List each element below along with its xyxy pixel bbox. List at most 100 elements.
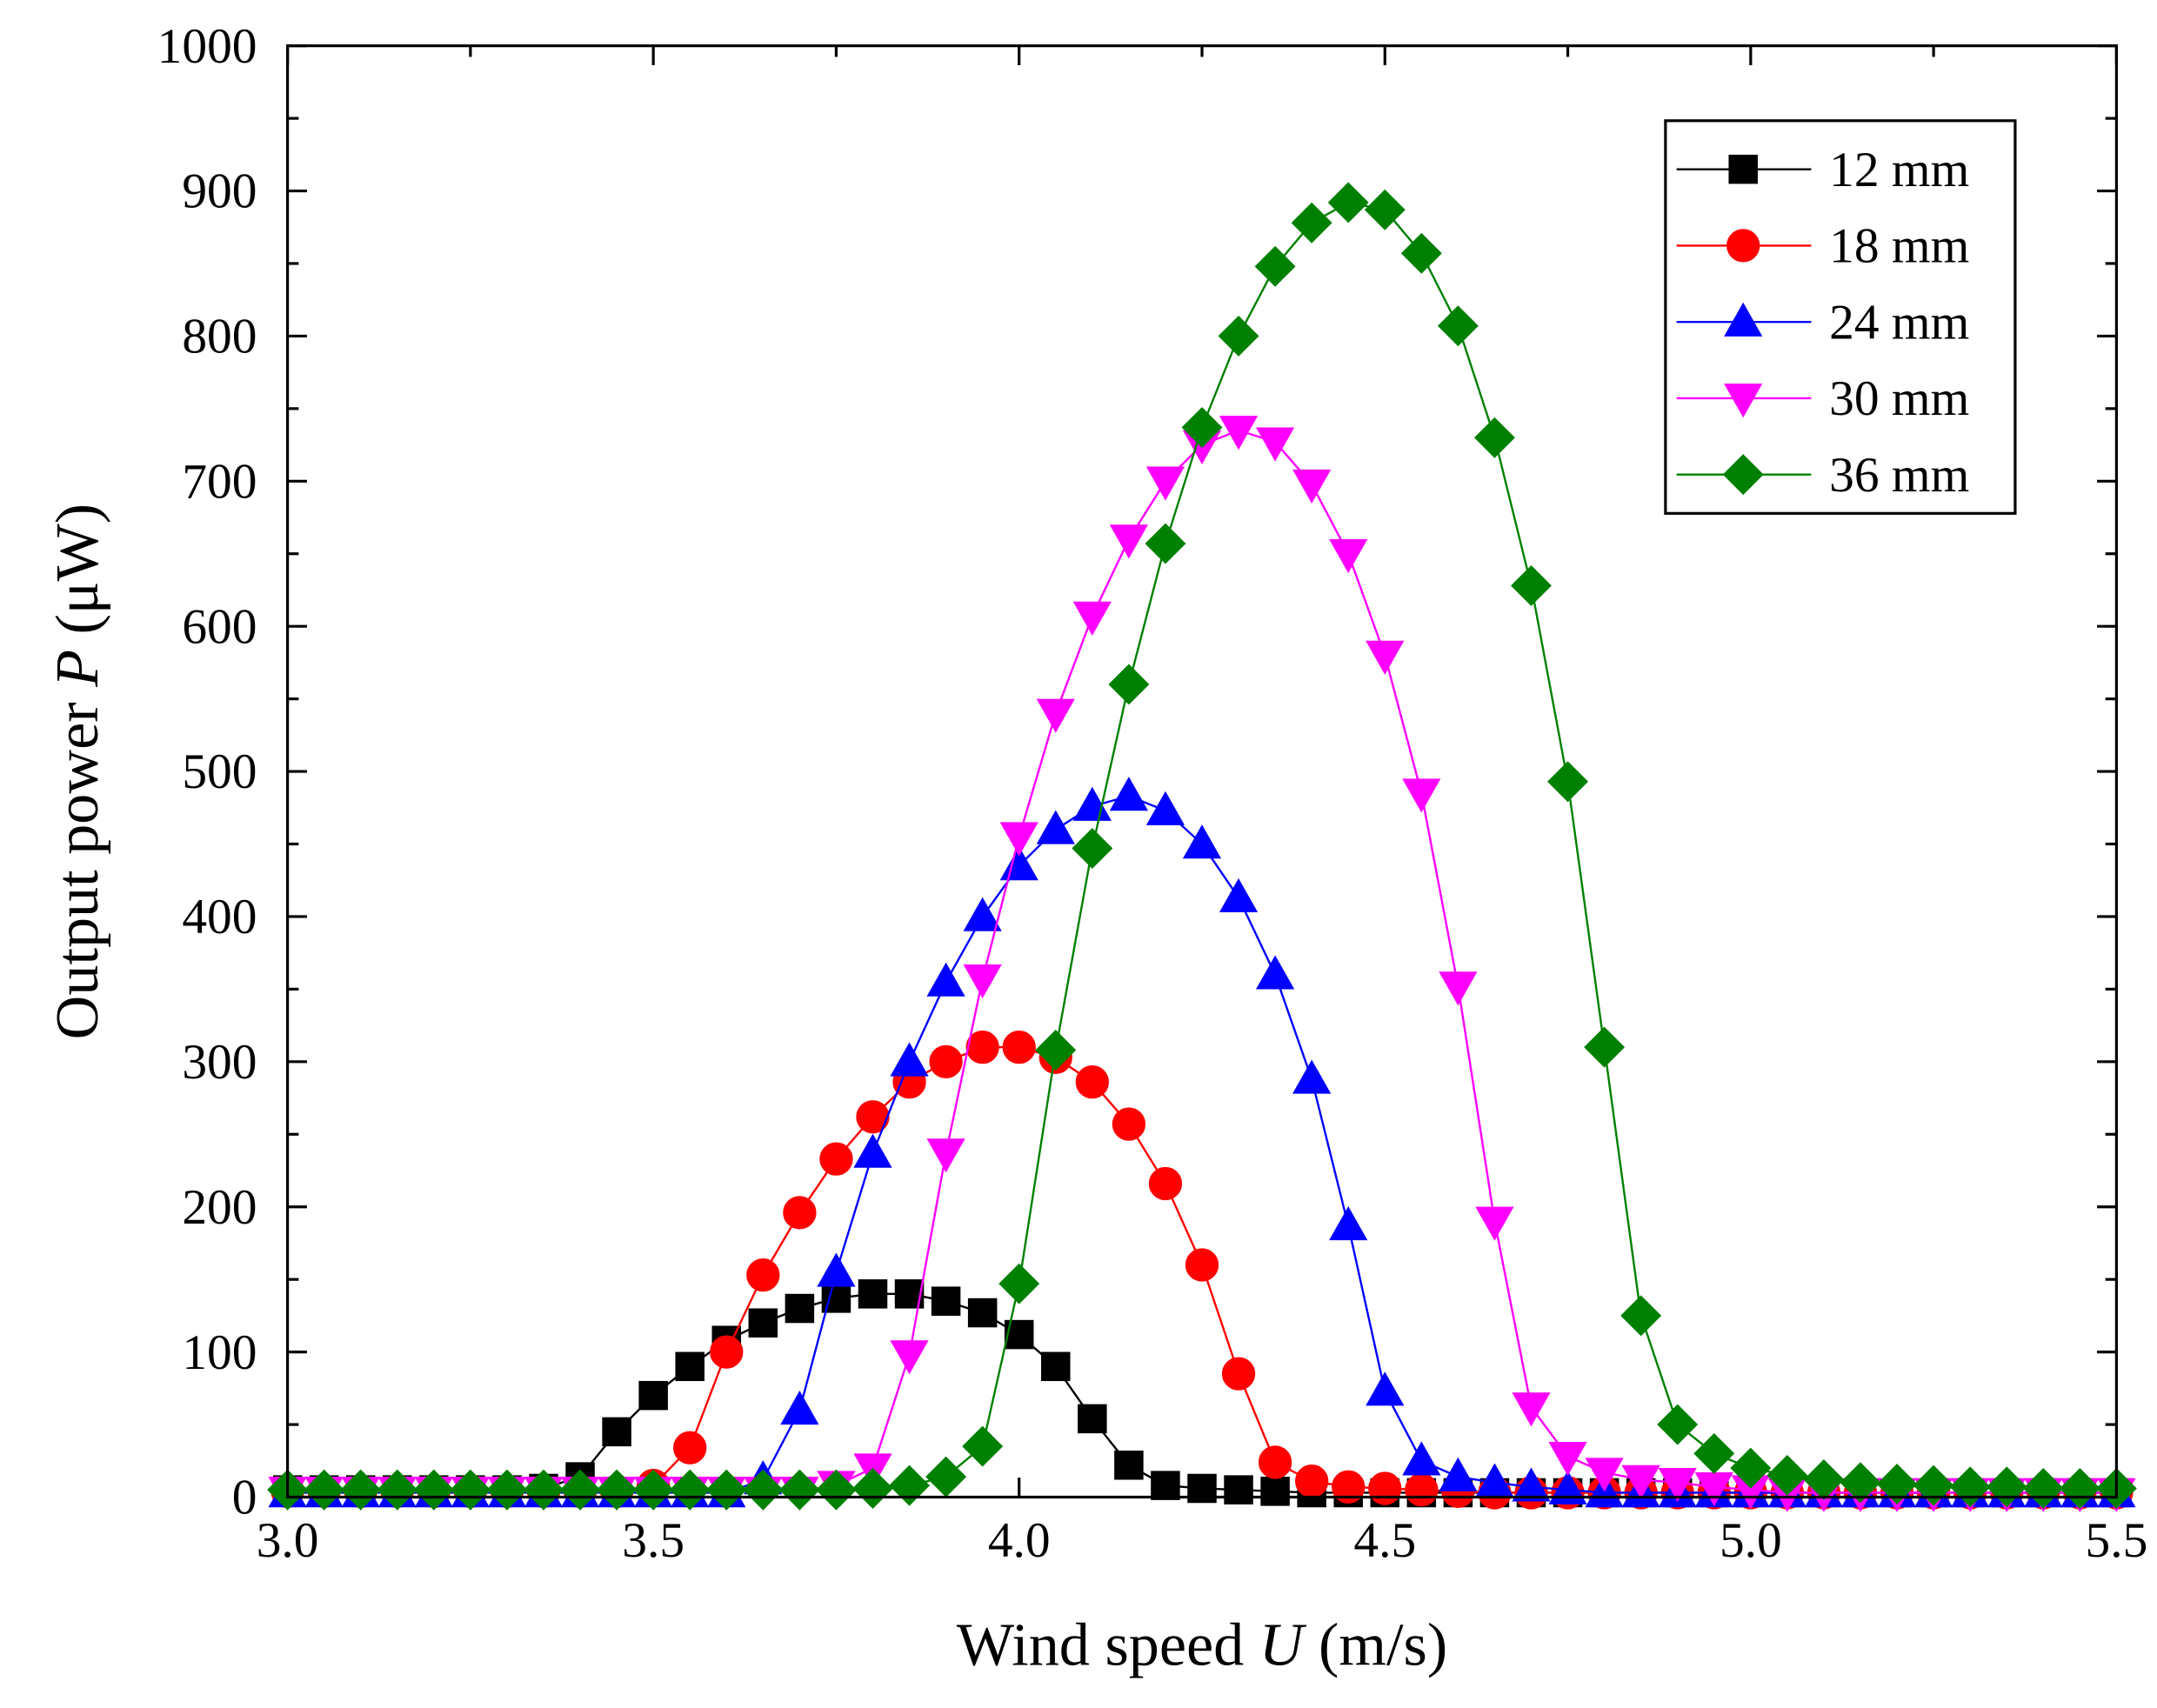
- marker-triangle: [1145, 791, 1185, 825]
- y-label-part: (μW): [43, 504, 111, 650]
- marker-triangle: [1329, 538, 1368, 574]
- marker-diamond: [1547, 761, 1589, 803]
- marker-triangle: [1292, 1059, 1332, 1094]
- y-tick-label: 500: [182, 744, 257, 799]
- marker-square: [602, 1417, 631, 1447]
- marker-diamond: [742, 1469, 784, 1511]
- marker-circle: [1295, 1464, 1329, 1498]
- marker-circle: [1221, 1357, 1256, 1391]
- marker-circle: [1258, 1445, 1292, 1479]
- marker-diamond: [1400, 232, 1442, 274]
- legend-label: 24 mm: [1829, 295, 1969, 350]
- y-tick-label: 300: [182, 1035, 257, 1090]
- marker-diamond: [1840, 1462, 1881, 1504]
- marker-triangle: [926, 1138, 965, 1173]
- marker-diamond: [815, 1469, 857, 1511]
- legend-box: [1664, 119, 2017, 515]
- marker-diamond: [1437, 305, 1479, 347]
- marker-triangle: [853, 1133, 892, 1168]
- marker-diamond: [1620, 1295, 1662, 1337]
- marker-triangle: [1724, 384, 1763, 418]
- marker-triangle: [1219, 877, 1259, 913]
- marker-diamond: [1584, 1026, 1626, 1068]
- marker-triangle: [890, 1340, 929, 1375]
- marker-diamond: [998, 1263, 1040, 1304]
- marker-triangle: [1182, 824, 1222, 859]
- marker-square: [967, 1298, 998, 1328]
- marker-triangle: [1329, 1206, 1368, 1241]
- marker-square: [1728, 154, 1758, 184]
- marker-triangle: [1366, 640, 1405, 675]
- marker-triangle: [780, 1390, 819, 1425]
- marker-diamond: [340, 1469, 382, 1511]
- marker-diamond: [1913, 1464, 1954, 1506]
- plot-frame: [285, 44, 2118, 1499]
- y-tick-label: 100: [182, 1325, 257, 1380]
- marker-triangle: [1475, 1206, 1514, 1241]
- marker-circle: [819, 1142, 853, 1176]
- x-label-part: U: [1259, 1611, 1307, 1679]
- marker-square: [638, 1380, 668, 1411]
- x-tick-label: 3.0: [257, 1513, 319, 1568]
- marker-circle: [1368, 1471, 1402, 1505]
- y-tick-label: 900: [182, 164, 257, 219]
- legend-label: 30 mm: [1829, 371, 1969, 426]
- marker-triangle: [1366, 1371, 1405, 1406]
- marker-triangle: [1109, 777, 1148, 811]
- marker-circle: [856, 1100, 890, 1134]
- marker-triangle: [1109, 524, 1148, 559]
- marker-triangle: [1402, 1441, 1441, 1476]
- legend-label: 18 mm: [1829, 219, 1969, 274]
- marker-diamond: [596, 1469, 638, 1511]
- marker-diamond: [1693, 1432, 1735, 1474]
- marker-triangle: [963, 964, 1002, 999]
- marker-square: [1114, 1451, 1144, 1480]
- marker-diamond: [413, 1469, 455, 1511]
- y-tick-label: 1000: [157, 19, 257, 74]
- marker-square: [1041, 1351, 1071, 1382]
- marker-square: [931, 1286, 961, 1316]
- marker-circle: [1112, 1107, 1146, 1141]
- marker-circle: [1002, 1031, 1036, 1064]
- x-label-part: (m/s): [1304, 1611, 1448, 1679]
- marker-square: [1151, 1471, 1180, 1500]
- x-tick-label: 5.5: [2086, 1513, 2148, 1568]
- marker-diamond: [559, 1469, 601, 1511]
- marker-circle: [1726, 229, 1760, 263]
- marker-diamond: [450, 1469, 491, 1511]
- marker-diamond: [1035, 1030, 1077, 1071]
- marker-square: [748, 1308, 778, 1338]
- y-label-part: P: [43, 650, 111, 688]
- marker-triangle: [1658, 1468, 1697, 1503]
- marker-diamond: [1722, 454, 1764, 496]
- marker-square: [1224, 1475, 1253, 1505]
- x-tick-label: 3.5: [622, 1513, 684, 1568]
- marker-triangle: [1036, 810, 1075, 844]
- marker-diamond: [1473, 417, 1515, 458]
- marker-triangle: [1255, 955, 1295, 990]
- marker-square: [1260, 1477, 1290, 1506]
- marker-triangle: [1219, 416, 1259, 450]
- x-label-part: Wind speed: [957, 1611, 1259, 1679]
- marker-circle: [1148, 1166, 1183, 1201]
- marker-diamond: [1108, 664, 1150, 705]
- y-axis-label: Output power P (μW): [43, 504, 111, 1040]
- marker-circle: [929, 1044, 963, 1078]
- marker-diamond: [1327, 182, 1369, 224]
- marker-triangle: [1548, 1442, 1587, 1477]
- x-axis-label: Wind speed U (m/s): [957, 1611, 1447, 1679]
- marker-diamond: [1766, 1454, 1808, 1496]
- marker-diamond: [1145, 523, 1186, 564]
- marker-triangle: [1402, 778, 1441, 813]
- marker-triangle: [1255, 427, 1295, 462]
- marker-diamond: [1730, 1447, 1772, 1489]
- marker-square: [858, 1279, 888, 1309]
- y-tick-label: 200: [182, 1180, 257, 1235]
- marker-square: [1078, 1404, 1107, 1434]
- marker-circle: [1332, 1470, 1366, 1504]
- marker-triangle: [890, 1042, 929, 1077]
- marker-circle: [1185, 1248, 1219, 1282]
- marker-triangle: [1145, 466, 1185, 501]
- marker-diamond: [1511, 564, 1552, 606]
